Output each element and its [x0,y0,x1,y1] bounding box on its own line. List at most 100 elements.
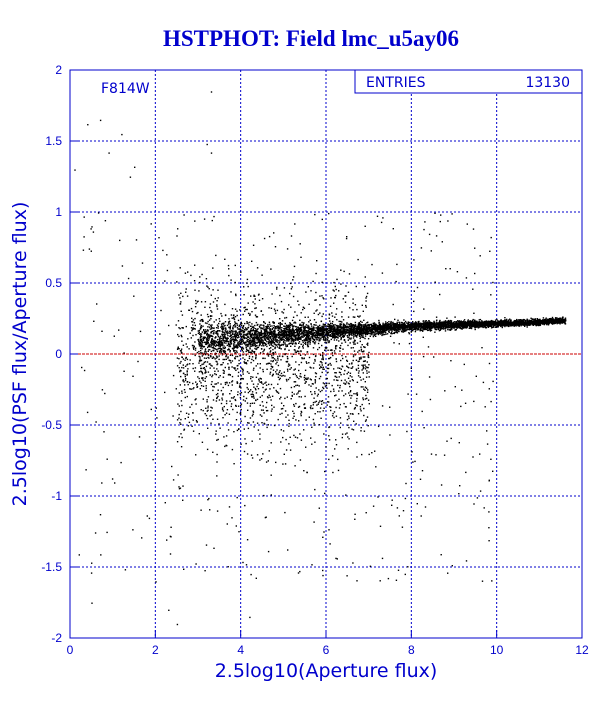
scatter-point [294,325,297,328]
scatter-point [322,325,324,327]
scatter-point [559,317,561,319]
scatter-point [281,333,284,335]
scatter-point [328,331,331,334]
scatter-point [475,325,477,327]
scatter-point [308,326,310,329]
scatter-point [359,331,362,333]
scatter-point [430,323,432,325]
scatter-point [273,331,275,333]
scatter-point [280,339,282,341]
scatter-point [200,338,202,341]
scatter-point [291,319,294,322]
scatter-point [319,328,322,330]
scatter-point [373,329,376,331]
scatter-point [321,333,323,336]
scatter-point [452,323,454,325]
scatter-point [213,343,215,346]
scatter-point [224,324,226,327]
scatter-point [450,328,453,330]
scatter-point [373,334,375,337]
scatter-point [442,327,444,330]
scatter-point [261,339,263,341]
scatter-point [381,334,383,337]
scatter-point [254,335,256,337]
scatter-point [238,340,240,343]
scatter-point [408,327,411,329]
scatter-point [458,326,461,328]
scatter-point [270,342,272,345]
scatter-point [439,328,441,330]
scatter-point [289,326,291,329]
scatter-point [232,336,234,338]
scatter-point [334,336,336,338]
scatter-point [301,324,303,326]
scatter-point [494,324,496,326]
scatter-point [230,335,232,337]
scatter-point [481,320,483,323]
scatter-point [237,343,239,345]
scatter-point [562,318,564,320]
scatter-point [246,348,248,351]
scatter-point [494,321,496,323]
scatter-point [417,329,419,331]
scatter-point [295,339,297,341]
scatter-point [217,325,219,328]
scatter-point [457,321,460,323]
scatter-point [390,325,392,328]
scatter-point [525,322,527,324]
scatter-point [267,332,269,334]
scatter-point [377,324,379,327]
scatter-point [388,331,390,333]
scatter-point [241,338,243,340]
scatter-point [254,344,256,346]
scatter-point [344,328,346,331]
scatter-point [302,334,304,336]
scatter-point [454,325,457,327]
scatter-point [507,325,510,327]
scatter-point [235,335,237,337]
scatter-point [543,323,545,326]
scatter-point [243,335,245,338]
scatter-point [374,327,376,329]
scatter-point [204,343,207,345]
scatter-point [212,346,215,348]
scatter-point [199,347,202,349]
scatter-point [293,334,296,336]
scatter-point [446,324,449,326]
scatter-point [300,343,302,345]
scatter-point [346,323,348,325]
scatter-point [413,323,416,326]
scatter-point [289,323,292,325]
scatter-point [213,344,215,346]
scatter-point [337,326,339,328]
scatter-point [260,327,263,329]
scatter-point [407,322,410,324]
scatter-point [276,339,278,341]
scatter-point [226,333,228,335]
scatter-point [290,335,292,338]
scatter-point [333,332,336,334]
scatter-point [355,325,357,327]
scatter-point [267,355,270,357]
scatter-point [321,325,323,328]
scatter-point [341,332,344,334]
scatter-point [356,336,358,338]
scatter-point [385,331,387,334]
scatter-point [355,330,358,332]
scatter-point [366,325,368,327]
scatter-point [414,324,416,326]
scatter-point [235,350,238,352]
scatter-point [562,319,564,322]
scatter-point [253,344,255,347]
scatter-point [308,331,311,333]
scatter-point [470,326,472,328]
scatter-point [229,328,231,330]
scatter-point [312,329,315,331]
scatter-point [275,327,277,330]
scatter-point [333,335,335,337]
scatter-point [277,325,279,328]
scatter-point [234,352,236,355]
scatter-point [352,328,354,330]
scatter-point [471,321,473,323]
scatter-point [353,334,355,336]
